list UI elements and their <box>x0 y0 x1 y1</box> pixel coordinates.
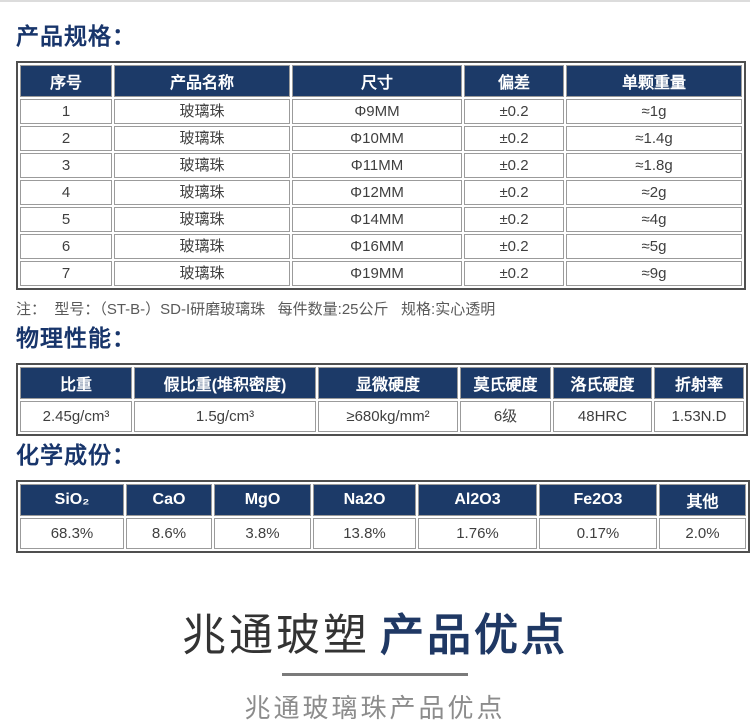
table-header-row: SiO₂ CaO MgO Na2O Al2O3 Fe2O3 其他 <box>20 484 746 516</box>
table-cell: 68.3% <box>20 518 124 549</box>
column-header: 产品名称 <box>114 65 290 97</box>
table-cell: 7 <box>20 261 112 286</box>
table-cell: 0.17% <box>539 518 657 549</box>
column-header: 显微硬度 <box>318 367 458 399</box>
table-row: 5 玻璃珠 Φ14MM ±0.2 ≈4g <box>20 207 742 232</box>
table-cell: 3 <box>20 153 112 178</box>
table-header-row: 序号 产品名称 尺寸 偏差 单颗重量 <box>20 65 742 97</box>
column-header: 单颗重量 <box>566 65 742 97</box>
column-header: 其他 <box>659 484 746 516</box>
table-cell: 2.45g/cm³ <box>20 401 132 432</box>
column-header: Na2O <box>313 484 416 516</box>
table-row: 2.45g/cm³ 1.5g/cm³ ≥680kg/mm² 6级 48HRC 1… <box>20 401 744 432</box>
column-header: 假比重(堆积密度) <box>134 367 316 399</box>
table-cell: 48HRC <box>553 401 652 432</box>
column-header: 序号 <box>20 65 112 97</box>
table-row: 2 玻璃珠 Φ10MM ±0.2 ≈1.4g <box>20 126 742 151</box>
table-cell: 2.0% <box>659 518 746 549</box>
product-spec-table: 序号 产品名称 尺寸 偏差 单颗重量 1 玻璃珠 Φ9MM ±0.2 ≈1g 2… <box>16 61 746 290</box>
column-header: MgO <box>214 484 311 516</box>
divider-line <box>282 673 468 676</box>
table-cell: 4 <box>20 180 112 205</box>
table-cell: 玻璃珠 <box>114 153 290 178</box>
table-row: 4 玻璃珠 Φ12MM ±0.2 ≈2g <box>20 180 742 205</box>
table-cell: Φ11MM <box>292 153 462 178</box>
table-row: 68.3% 8.6% 3.8% 13.8% 1.76% 0.17% 2.0% <box>20 518 746 549</box>
table-row: 1 玻璃珠 Φ9MM ±0.2 ≈1g <box>20 99 742 124</box>
table-cell: 玻璃珠 <box>114 234 290 259</box>
table-cell: 6级 <box>460 401 551 432</box>
column-header: SiO₂ <box>20 484 124 516</box>
section-title-physical: 物理性能： <box>16 325 136 351</box>
column-header: 洛氏硬度 <box>553 367 652 399</box>
column-header: 尺寸 <box>292 65 462 97</box>
table-cell: 玻璃珠 <box>114 126 290 151</box>
table-cell: ≈2g <box>566 180 742 205</box>
table-cell: ≥680kg/mm² <box>318 401 458 432</box>
column-header: Fe2O3 <box>539 484 657 516</box>
table-row: 3 玻璃珠 Φ11MM ±0.2 ≈1.8g <box>20 153 742 178</box>
table-cell: Φ10MM <box>292 126 462 151</box>
spec-note: 注： 型号：（ST-B-）SD-I研磨玻璃珠 每件数量:25公斤 规格:实心透明 <box>16 301 496 318</box>
table-cell: 5 <box>20 207 112 232</box>
table-cell: ±0.2 <box>464 207 564 232</box>
table-cell: 13.8% <box>313 518 416 549</box>
table-cell: 1.53N.D <box>654 401 744 432</box>
table-cell: ±0.2 <box>464 153 564 178</box>
table-cell: 6 <box>20 234 112 259</box>
column-header: 偏差 <box>464 65 564 97</box>
table-header-row: 比重 假比重(堆积密度) 显微硬度 莫氏硬度 洛氏硬度 折射率 <box>20 367 744 399</box>
footer-title: 兆通玻塑 产品优点 <box>16 599 734 663</box>
table-cell: Φ14MM <box>292 207 462 232</box>
table-row: 6 玻璃珠 Φ16MM ±0.2 ≈5g <box>20 234 742 259</box>
section-title-chemical: 化学成份： <box>16 442 136 468</box>
table-cell: Φ12MM <box>292 180 462 205</box>
table-cell: 1.76% <box>418 518 537 549</box>
table-cell: ≈1.4g <box>566 126 742 151</box>
table-cell: 3.8% <box>214 518 311 549</box>
table-cell: 2 <box>20 126 112 151</box>
table-cell: ±0.2 <box>464 99 564 124</box>
brand-name: 兆通玻塑 <box>182 611 370 660</box>
column-header: 比重 <box>20 367 132 399</box>
table-cell: ≈1.8g <box>566 153 742 178</box>
table-cell: ±0.2 <box>464 234 564 259</box>
table-cell: Φ19MM <box>292 261 462 286</box>
table-cell: 1.5g/cm³ <box>134 401 316 432</box>
table-cell: ±0.2 <box>464 261 564 286</box>
table-cell: 1 <box>20 99 112 124</box>
table-cell: ≈4g <box>566 207 742 232</box>
column-header: Al2O3 <box>418 484 537 516</box>
table-cell: ±0.2 <box>464 126 564 151</box>
table-cell: ±0.2 <box>464 180 564 205</box>
table-cell: 玻璃珠 <box>114 180 290 205</box>
table-cell: ≈9g <box>566 261 742 286</box>
table-cell: 玻璃珠 <box>114 261 290 286</box>
table-cell: Φ16MM <box>292 234 462 259</box>
column-header: 折射率 <box>654 367 744 399</box>
footer-title-accent: 产品优点 <box>380 611 568 660</box>
table-cell: 8.6% <box>126 518 212 549</box>
table-cell: ≈5g <box>566 234 742 259</box>
physical-properties-table: 比重 假比重(堆积密度) 显微硬度 莫氏硬度 洛氏硬度 折射率 2.45g/cm… <box>16 363 748 436</box>
section-title-product-spec: 产品规格： <box>16 23 136 49</box>
table-cell: 玻璃珠 <box>114 207 290 232</box>
table-row: 7 玻璃珠 Φ19MM ±0.2 ≈9g <box>20 261 742 286</box>
table-cell: Φ9MM <box>292 99 462 124</box>
table-cell: 玻璃珠 <box>114 99 290 124</box>
column-header: CaO <box>126 484 212 516</box>
table-cell: ≈1g <box>566 99 742 124</box>
footer-subtitle: 兆通玻璃珠产品优点 <box>244 693 506 723</box>
column-header: 莫氏硬度 <box>460 367 551 399</box>
chemical-composition-table: SiO₂ CaO MgO Na2O Al2O3 Fe2O3 其他 68.3% 8… <box>16 480 750 553</box>
footer-banner: 兆通玻塑 产品优点 兆通玻璃珠产品优点 <box>16 599 734 725</box>
